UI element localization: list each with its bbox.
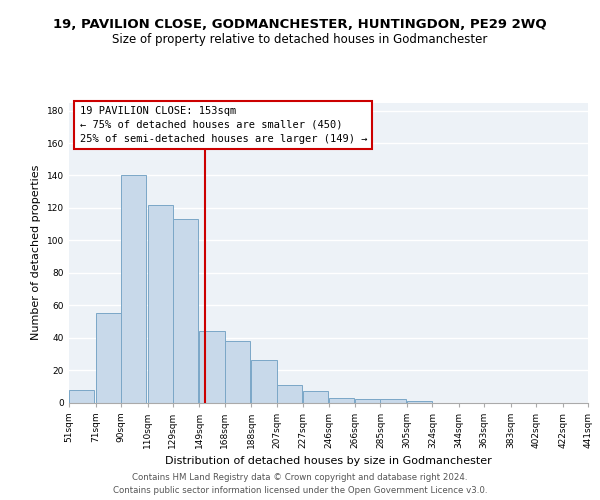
Bar — [329, 398, 354, 402]
Text: Contains HM Land Registry data © Crown copyright and database right 2024.
Contai: Contains HM Land Registry data © Crown c… — [113, 474, 487, 495]
Bar — [173, 220, 198, 402]
Bar — [121, 176, 146, 402]
Bar — [380, 400, 406, 402]
Bar — [303, 391, 329, 402]
Text: 19 PAVILION CLOSE: 153sqm
← 75% of detached houses are smaller (450)
25% of semi: 19 PAVILION CLOSE: 153sqm ← 75% of detac… — [80, 106, 367, 144]
Bar — [251, 360, 277, 403]
Text: Size of property relative to detached houses in Godmanchester: Size of property relative to detached ho… — [112, 32, 488, 46]
Text: 19, PAVILION CLOSE, GODMANCHESTER, HUNTINGDON, PE29 2WQ: 19, PAVILION CLOSE, GODMANCHESTER, HUNTI… — [53, 18, 547, 30]
Bar — [199, 331, 224, 402]
Bar — [95, 314, 121, 402]
Bar — [69, 390, 94, 402]
Bar — [277, 384, 302, 402]
Bar — [148, 204, 173, 402]
Bar — [355, 400, 380, 402]
Y-axis label: Number of detached properties: Number of detached properties — [31, 165, 41, 340]
Bar — [224, 341, 250, 402]
Bar — [407, 401, 432, 402]
X-axis label: Distribution of detached houses by size in Godmanchester: Distribution of detached houses by size … — [165, 456, 492, 466]
